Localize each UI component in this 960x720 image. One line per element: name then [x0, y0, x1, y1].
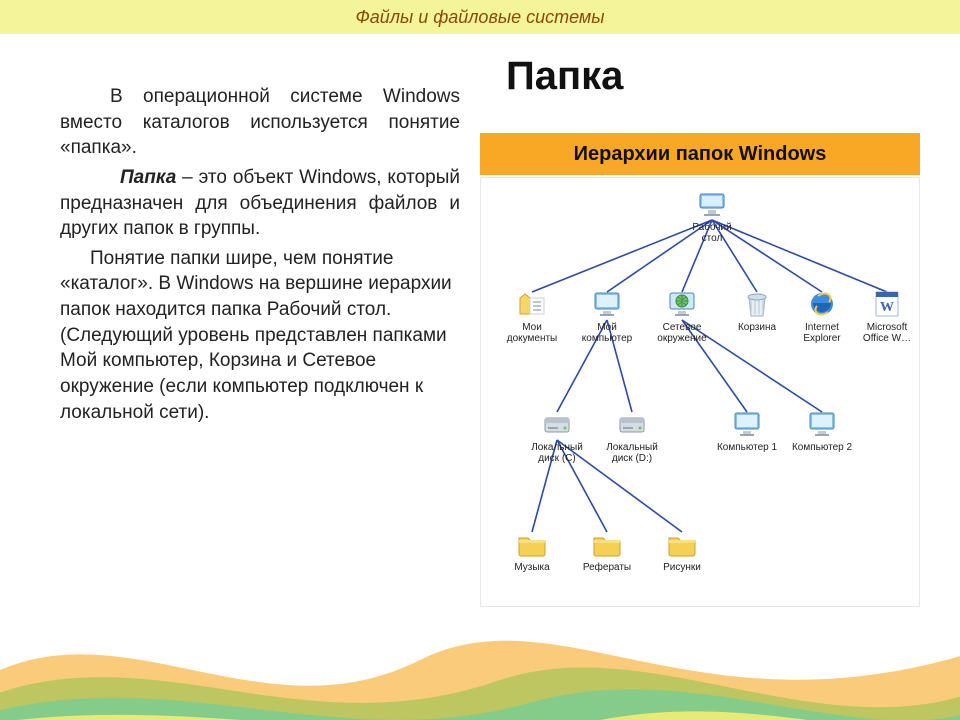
slide-banner: Файлы и файловые системы	[0, 0, 960, 34]
tree-node-label: Microsoft Office W…	[856, 322, 918, 344]
tree-node-label: Музыка	[501, 562, 563, 573]
tree-node-music: Музыка	[501, 528, 563, 573]
tree-node-ddisk: Локальный диск (D:)	[601, 408, 663, 464]
tree-node-label: Компьютер 1	[716, 442, 778, 453]
definition-term: Папка	[120, 167, 176, 188]
tree-node-word: W Microsoft Office W…	[856, 288, 918, 344]
tree-node-ie: Internet Explorer	[791, 288, 853, 344]
tree-node-pc1: Компьютер 1	[716, 408, 778, 453]
text-column: В операционной системе Windows вместо ка…	[60, 54, 480, 607]
tree-node-label: Internet Explorer	[791, 322, 853, 344]
hierarchy-diagram: Рабочий стол Мои документы Мой компьютер Се…	[480, 177, 920, 607]
tree-node-refs: Рефераты	[576, 528, 638, 573]
tree-node-net: Сетевое окружение	[651, 288, 713, 344]
tree-node-label: Мой компьютер	[576, 322, 638, 344]
tree-node-bin: Корзина	[726, 288, 788, 333]
tree-node-label: Сетевое окружение	[651, 322, 713, 344]
slide-title: Папка	[506, 54, 920, 99]
paragraph-hierarchy-desc: Понятие папки шире, чем понятие «каталог…	[60, 246, 460, 425]
paragraph-definition: Папка – это объект Windows, который пред…	[60, 165, 460, 242]
tree-node-cdisk: Локальный диск (С)	[526, 408, 588, 464]
tree-node-mycomp: Мой компьютер	[576, 288, 638, 344]
tree-node-label: Корзина	[726, 322, 788, 333]
tree-node-pics: Рисунки	[651, 528, 713, 573]
tree-node-root: Рабочий стол	[681, 188, 743, 244]
tree-node-label: Компьютер 2	[791, 442, 853, 453]
svg-text:W: W	[880, 300, 894, 315]
tree-node-label: Локальный диск (С)	[526, 442, 588, 464]
tree-node-label: Рефераты	[576, 562, 638, 573]
tree-node-label: Рабочий стол	[681, 222, 743, 244]
paragraph-intro: В операционной системе Windows вместо ка…	[60, 84, 460, 161]
tree-node-label: Локальный диск (D:)	[601, 442, 663, 464]
tree-node-label: Мои документы	[501, 322, 563, 344]
tree-node-label: Рисунки	[651, 562, 713, 573]
tree-node-pc2: Компьютер 2	[791, 408, 853, 453]
hierarchy-header: Иерархии папок Windows	[480, 133, 920, 175]
tree-node-mydocs: Мои документы	[501, 288, 563, 344]
